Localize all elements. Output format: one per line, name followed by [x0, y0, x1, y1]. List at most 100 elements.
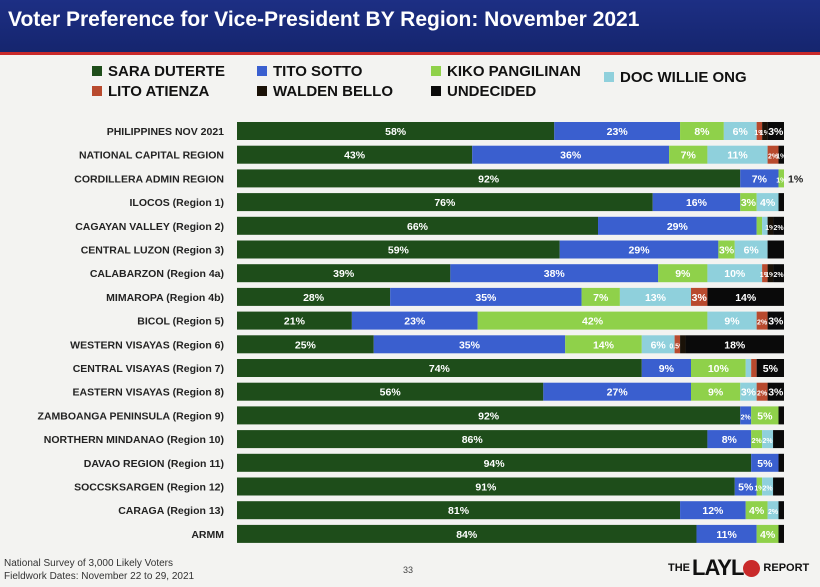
header-accent-stripe	[0, 52, 820, 55]
bar-tito-sotto	[543, 382, 692, 401]
bar-sara-duterte	[237, 145, 473, 164]
bar-tito-sotto	[652, 193, 741, 212]
data-label: 14%	[735, 292, 757, 304]
data-label: 6%	[744, 245, 760, 257]
bar-doc-willie-ong	[762, 216, 768, 235]
data-label: 3%	[768, 387, 784, 399]
legend-swatch-tito-sotto	[257, 66, 267, 76]
bar-tito-sotto	[751, 453, 779, 472]
bar-sara-duterte	[237, 477, 735, 496]
survey-description: National Survey of 3,000 Likely Voters	[4, 558, 173, 569]
bar-kiko-pangilinan	[745, 501, 768, 520]
data-label: 2%	[741, 414, 752, 421]
data-label: 39%	[333, 268, 355, 280]
data-label: 5%	[757, 458, 773, 470]
bar-tito-sotto	[641, 359, 692, 377]
bar-kiko-pangilinan	[658, 264, 708, 283]
bar-undecided	[756, 359, 784, 377]
data-label: 28%	[303, 292, 325, 304]
data-label: 3%	[741, 387, 757, 399]
category-label: MIMAROPA (Region 4b)	[106, 292, 224, 304]
bar-doc-willie-ong	[707, 145, 768, 164]
data-label: 21%	[284, 316, 306, 328]
bar-sara-duterte	[237, 122, 555, 140]
data-label: 7%	[752, 173, 768, 185]
bar-undecided	[773, 216, 784, 235]
legend-swatch-lito-atienza	[92, 86, 102, 96]
bar-lito-atienza	[756, 122, 763, 140]
bar-undecided	[767, 311, 784, 330]
data-label: 66%	[407, 221, 429, 233]
logo-the-text: THE	[668, 562, 690, 574]
chart: SARA DUTERTE TITO SOTTO KIKO PANGILINAN DOC…	[38, 63, 804, 543]
bar-lito-atienza	[762, 264, 768, 283]
data-label: 3%	[768, 126, 784, 138]
category-label: NATIONAL CAPITAL REGION	[79, 150, 224, 162]
data-label: 5%	[738, 482, 754, 494]
bar-doc-willie-ong	[641, 335, 675, 354]
legend-label-tito-sotto: TITO SOTTO	[273, 63, 363, 80]
bar-tito-sotto	[734, 477, 757, 496]
data-label: 9%	[708, 387, 724, 399]
data-label: 94%	[484, 458, 506, 470]
data-label: 5%	[757, 410, 773, 422]
data-label: 1%	[760, 272, 771, 279]
bar-kiko-pangilinan	[751, 406, 779, 425]
data-label: 10%	[724, 268, 746, 280]
chart-title: Voter Preference for Vice-President BY R…	[8, 8, 640, 31]
category-label: DAVAO REGION (Region 11)	[84, 458, 224, 470]
bar-kiko-pangilinan	[756, 216, 763, 235]
bar-tito-sotto	[559, 240, 719, 259]
footer-survey-note: National Survey of 3,000 Likely Voters F…	[4, 557, 194, 583]
data-label: 1%	[776, 154, 787, 161]
data-label: 7%	[681, 150, 697, 162]
bar-undecided	[707, 287, 784, 306]
data-label: 2%	[757, 320, 768, 327]
data-label: 58%	[385, 126, 407, 138]
data-label: 2%	[773, 225, 784, 232]
data-label: 2%	[768, 154, 779, 161]
data-label: 2%	[768, 509, 779, 516]
category-label: BICOL (Region 5)	[137, 316, 224, 328]
bar-walden-bello	[767, 216, 774, 235]
bar-lito-atienza	[674, 335, 681, 354]
bar-doc-willie-ong	[762, 430, 774, 449]
data-label: 8%	[694, 126, 710, 138]
logo-report-text: REPORT	[763, 562, 810, 574]
bar-tito-sotto	[450, 264, 659, 283]
data-label: 7%	[593, 292, 609, 304]
data-label: 3%	[768, 316, 784, 328]
data-label: 35%	[475, 292, 497, 304]
data-label: 4%	[749, 505, 765, 517]
data-label: 3%	[719, 245, 735, 257]
data-label: 18%	[724, 339, 746, 351]
data-label: 2%	[763, 438, 774, 445]
data-label: 6%	[733, 126, 749, 138]
data-label: 13%	[645, 292, 667, 304]
bar-undecided	[778, 193, 784, 212]
fieldwork-dates: Fieldwork Dates: November 22 to 29, 2021	[4, 571, 195, 582]
legend-swatch-sara-duterte	[92, 66, 102, 76]
bar-tito-sotto	[390, 287, 582, 306]
bar-kiko-pangilinan	[581, 287, 620, 306]
bar-lito-atienza	[756, 311, 768, 330]
data-label: 1%	[776, 177, 787, 184]
bar-sara-duterte	[237, 524, 697, 543]
logo-circle-icon	[743, 559, 761, 577]
category-label: SOCCSKSARGEN (Region 12)	[74, 482, 224, 494]
bar-kiko-pangilinan	[565, 335, 642, 354]
bar-doc-willie-ong	[707, 311, 757, 330]
category-label: EASTERN VISAYAS (Region 8)	[72, 387, 224, 399]
bar-doc-willie-ong	[723, 122, 757, 140]
bar-walden-bello	[762, 122, 768, 140]
bar-tito-sotto	[680, 501, 746, 520]
data-label: 35%	[459, 339, 481, 351]
legend: SARA DUTERTE TITO SOTTO KIKO PANGILINAN DOC…	[92, 63, 747, 100]
bar-tito-sotto	[554, 122, 681, 140]
legend-swatch-undecided	[431, 86, 441, 96]
category-label: CENTRAL LUZON (Region 3)	[81, 245, 224, 257]
bar-kiko-pangilinan	[477, 311, 708, 330]
data-label: 11%	[727, 150, 748, 162]
data-label: 5%	[763, 363, 779, 375]
bar-undecided	[767, 240, 784, 259]
